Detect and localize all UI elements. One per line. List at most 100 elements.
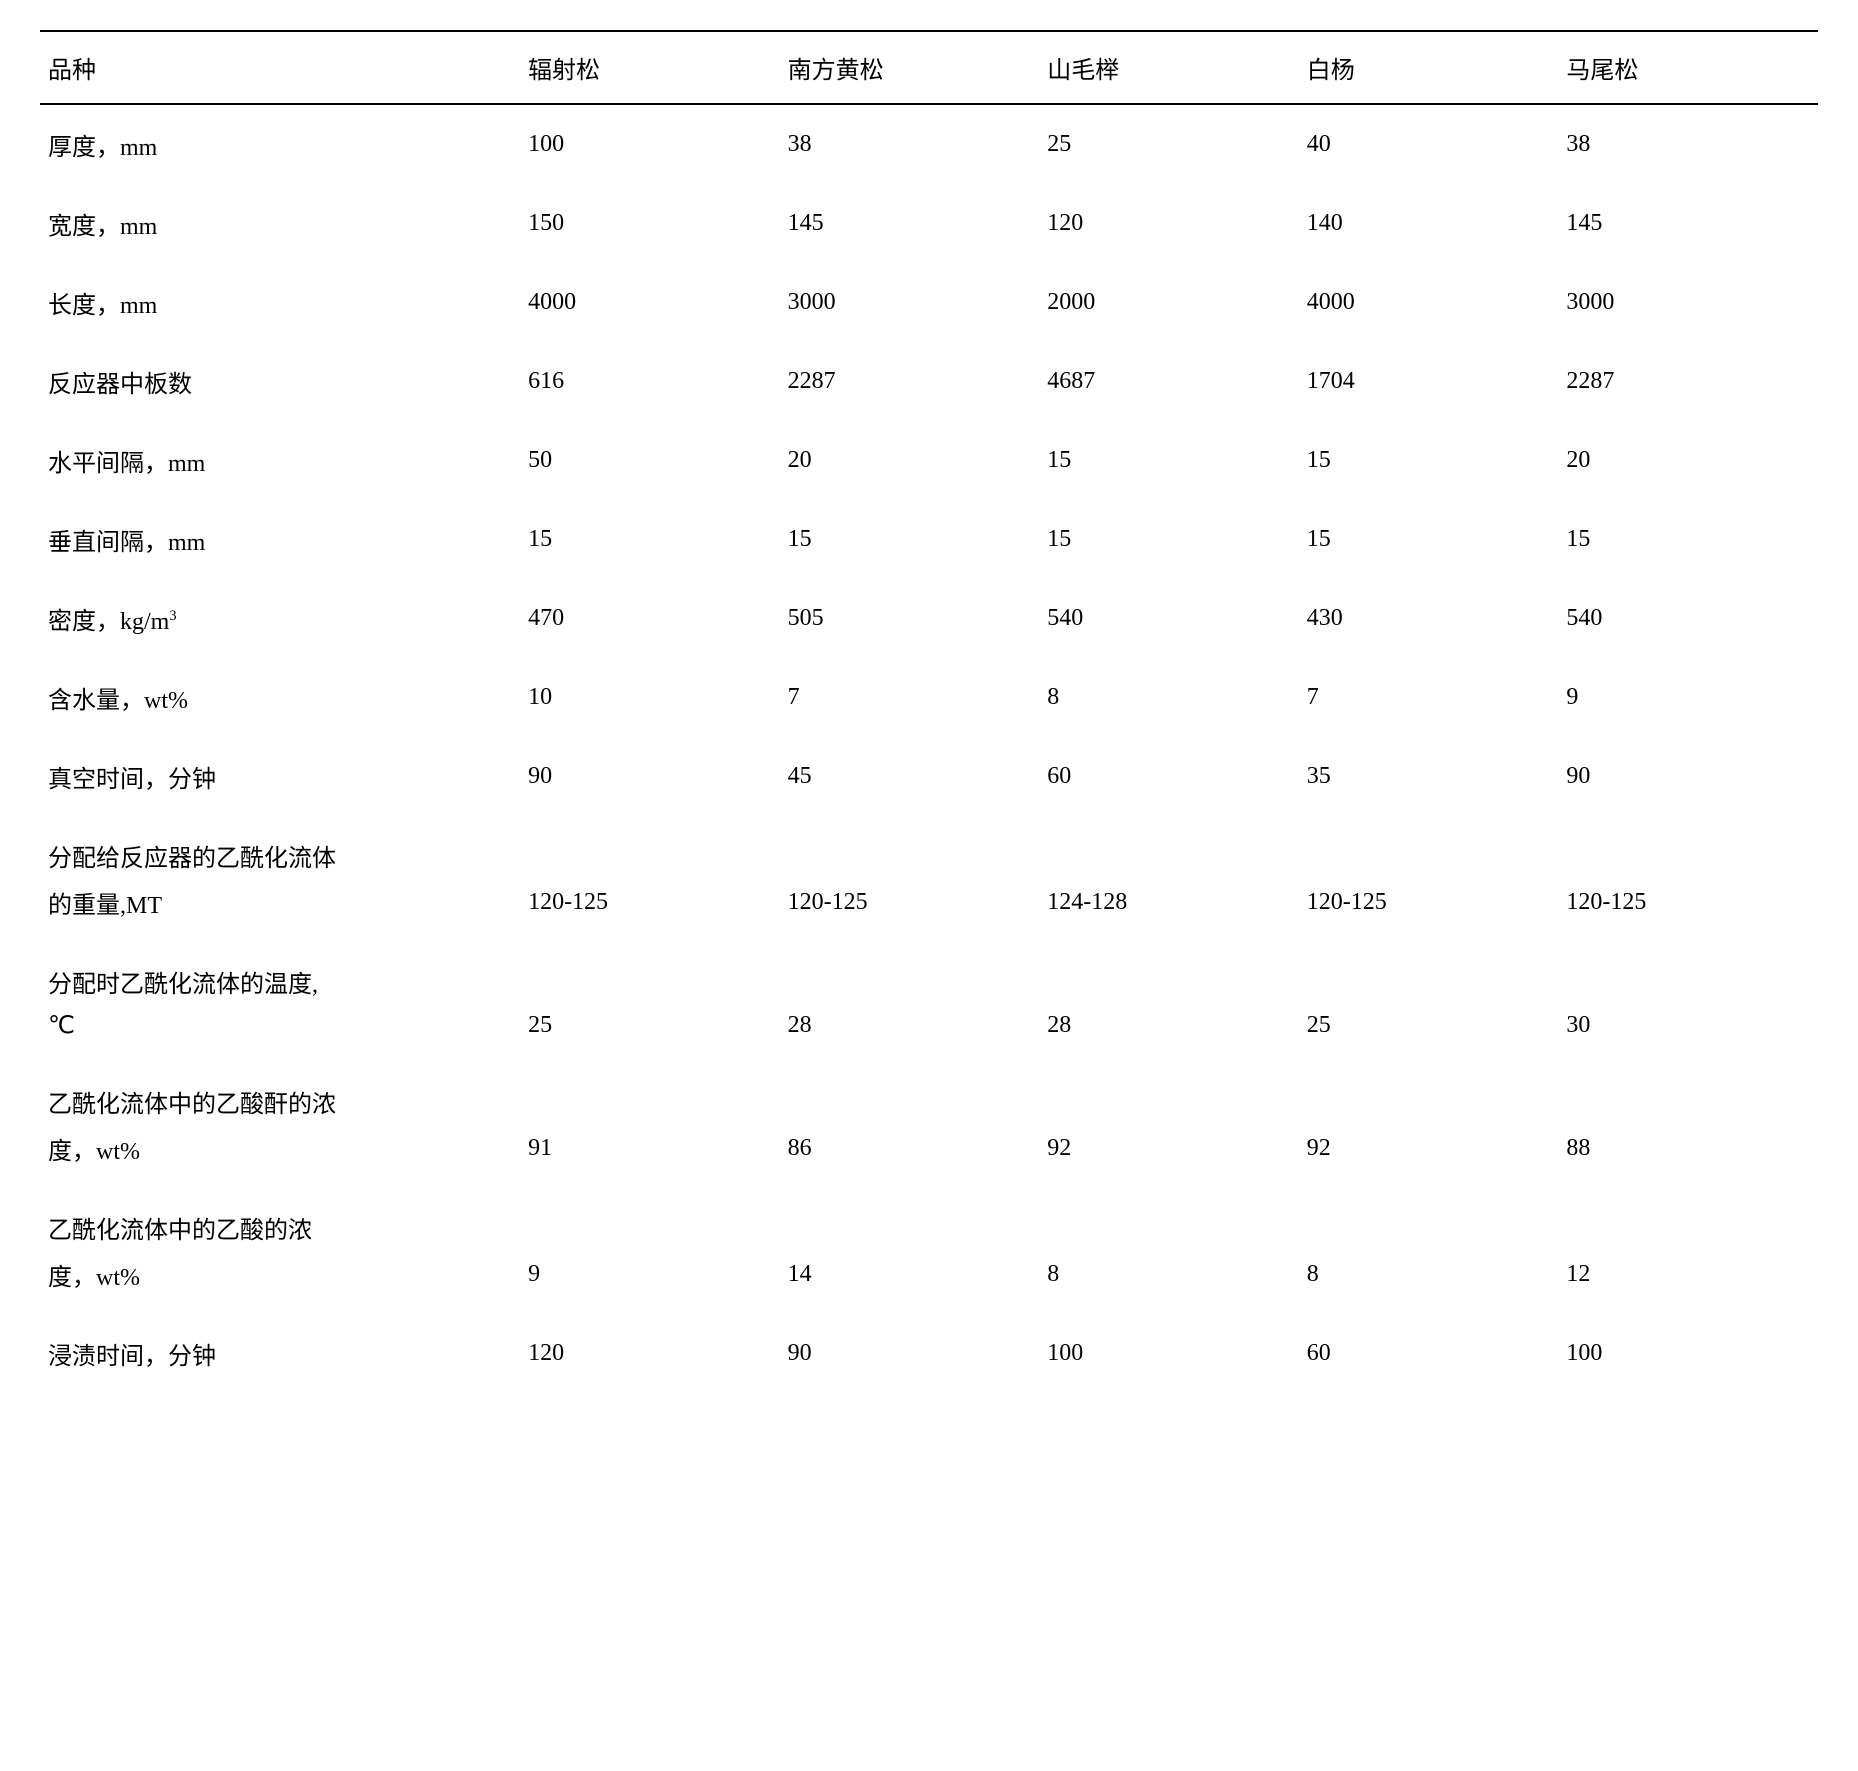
table-row: 浸渍时间，分钟 120 90 100 60 100 bbox=[40, 1314, 1818, 1393]
cell: 20 bbox=[1558, 421, 1818, 500]
cell: 90 bbox=[1558, 737, 1818, 816]
cell: 430 bbox=[1299, 579, 1559, 658]
table-body: 厚度，mm 100 38 25 40 38 宽度，mm 150 145 120 … bbox=[40, 104, 1818, 1393]
cell: 145 bbox=[780, 184, 1040, 263]
cell: 140 bbox=[1299, 184, 1559, 263]
cell: 120-125 bbox=[1299, 879, 1559, 942]
row-label: 长度，mm bbox=[40, 263, 520, 342]
cell: 12 bbox=[1558, 1251, 1818, 1314]
cell: 1704 bbox=[1299, 342, 1559, 421]
cell: 4000 bbox=[1299, 263, 1559, 342]
cell: 40 bbox=[1299, 104, 1559, 184]
row-label: 反应器中板数 bbox=[40, 342, 520, 421]
col-header-2: 南方黄松 bbox=[780, 31, 1040, 104]
cell: 4687 bbox=[1039, 342, 1299, 421]
row-label: 度，wt% bbox=[40, 1125, 520, 1188]
row-label: 含水量，wt% bbox=[40, 658, 520, 737]
cell: 100 bbox=[520, 104, 780, 184]
cell: 60 bbox=[1039, 737, 1299, 816]
cell: 540 bbox=[1039, 579, 1299, 658]
table-row: 度，wt% 9 14 8 8 12 bbox=[40, 1251, 1818, 1314]
cell: 28 bbox=[780, 1005, 1040, 1062]
cell: 35 bbox=[1299, 737, 1559, 816]
cell: 8 bbox=[1039, 1251, 1299, 1314]
cell: 15 bbox=[1558, 500, 1818, 579]
cell: 120 bbox=[520, 1314, 780, 1393]
cell: 9 bbox=[1558, 658, 1818, 737]
table-row: 含水量，wt% 10 7 8 7 9 bbox=[40, 658, 1818, 737]
col-header-4: 白杨 bbox=[1299, 31, 1559, 104]
cell: 92 bbox=[1299, 1125, 1559, 1188]
table-row: 长度，mm 4000 3000 2000 4000 3000 bbox=[40, 263, 1818, 342]
cell: 2287 bbox=[1558, 342, 1818, 421]
cell: 38 bbox=[780, 104, 1040, 184]
cell: 30 bbox=[1558, 1005, 1818, 1062]
cell: 120 bbox=[1039, 184, 1299, 263]
cell: 86 bbox=[780, 1125, 1040, 1188]
cell: 120-125 bbox=[520, 879, 780, 942]
row-label: 度，wt% bbox=[40, 1251, 520, 1314]
cell: 540 bbox=[1558, 579, 1818, 658]
cell: 15 bbox=[1299, 500, 1559, 579]
cell: 15 bbox=[1039, 500, 1299, 579]
table-row: 垂直间隔，mm 15 15 15 15 15 bbox=[40, 500, 1818, 579]
table-row: ℃ 25 28 28 25 30 bbox=[40, 1005, 1818, 1062]
data-table: 品种 辐射松 南方黄松 山毛榉 白杨 马尾松 厚度，mm 100 38 25 4… bbox=[40, 30, 1818, 1393]
cell: 25 bbox=[520, 1005, 780, 1062]
cell: 50 bbox=[520, 421, 780, 500]
row-label: 分配时乙酰化流体的温度, bbox=[40, 942, 1818, 1005]
cell: 14 bbox=[780, 1251, 1040, 1314]
cell: 45 bbox=[780, 737, 1040, 816]
cell: 470 bbox=[520, 579, 780, 658]
cell: 25 bbox=[1299, 1005, 1559, 1062]
table-row: 宽度，mm 150 145 120 140 145 bbox=[40, 184, 1818, 263]
cell: 8 bbox=[1299, 1251, 1559, 1314]
row-label: 真空时间，分钟 bbox=[40, 737, 520, 816]
col-header-5: 马尾松 bbox=[1558, 31, 1818, 104]
label-pre: 密度，kg/m bbox=[48, 609, 169, 635]
row-label: 宽度，mm bbox=[40, 184, 520, 263]
cell: 100 bbox=[1039, 1314, 1299, 1393]
cell: 7 bbox=[780, 658, 1040, 737]
cell: 120-125 bbox=[1558, 879, 1818, 942]
cell: 60 bbox=[1299, 1314, 1559, 1393]
table-row: 乙酰化流体中的乙酸的浓 bbox=[40, 1188, 1818, 1251]
table-row: 度，wt% 91 86 92 92 88 bbox=[40, 1125, 1818, 1188]
cell: 2287 bbox=[780, 342, 1040, 421]
cell: 15 bbox=[520, 500, 780, 579]
table-row: 水平间隔，mm 50 20 15 15 20 bbox=[40, 421, 1818, 500]
table-row: 真空时间，分钟 90 45 60 35 90 bbox=[40, 737, 1818, 816]
table-row: 反应器中板数 616 2287 4687 1704 2287 bbox=[40, 342, 1818, 421]
cell: 15 bbox=[780, 500, 1040, 579]
table-row: 的重量,MT 120-125 120-125 124-128 120-125 1… bbox=[40, 879, 1818, 942]
cell: 15 bbox=[1039, 421, 1299, 500]
cell: 90 bbox=[520, 737, 780, 816]
cell: 28 bbox=[1039, 1005, 1299, 1062]
cell: 15 bbox=[1299, 421, 1559, 500]
row-label: 厚度，mm bbox=[40, 104, 520, 184]
table-header-row: 品种 辐射松 南方黄松 山毛榉 白杨 马尾松 bbox=[40, 31, 1818, 104]
cell: 4000 bbox=[520, 263, 780, 342]
table-row: 分配给反应器的乙酰化流体 bbox=[40, 816, 1818, 879]
cell: 92 bbox=[1039, 1125, 1299, 1188]
cell: 38 bbox=[1558, 104, 1818, 184]
cell: 25 bbox=[1039, 104, 1299, 184]
cell: 3000 bbox=[1558, 263, 1818, 342]
cell: 90 bbox=[780, 1314, 1040, 1393]
row-label: 浸渍时间，分钟 bbox=[40, 1314, 520, 1393]
cell: 10 bbox=[520, 658, 780, 737]
cell: 3000 bbox=[780, 263, 1040, 342]
cell: 8 bbox=[1039, 658, 1299, 737]
table-row: 密度，kg/m3 470 505 540 430 540 bbox=[40, 579, 1818, 658]
row-label: 分配给反应器的乙酰化流体 bbox=[40, 816, 1818, 879]
cell: 145 bbox=[1558, 184, 1818, 263]
row-label: 垂直间隔，mm bbox=[40, 500, 520, 579]
row-label: 乙酰化流体中的乙酸的浓 bbox=[40, 1188, 1818, 1251]
cell: 20 bbox=[780, 421, 1040, 500]
table-row: 乙酰化流体中的乙酸酐的浓 bbox=[40, 1062, 1818, 1125]
cell: 9 bbox=[520, 1251, 780, 1314]
row-label: ℃ bbox=[40, 1005, 520, 1062]
col-header-species: 品种 bbox=[40, 31, 520, 104]
cell: 616 bbox=[520, 342, 780, 421]
label-sup: 3 bbox=[169, 608, 176, 624]
